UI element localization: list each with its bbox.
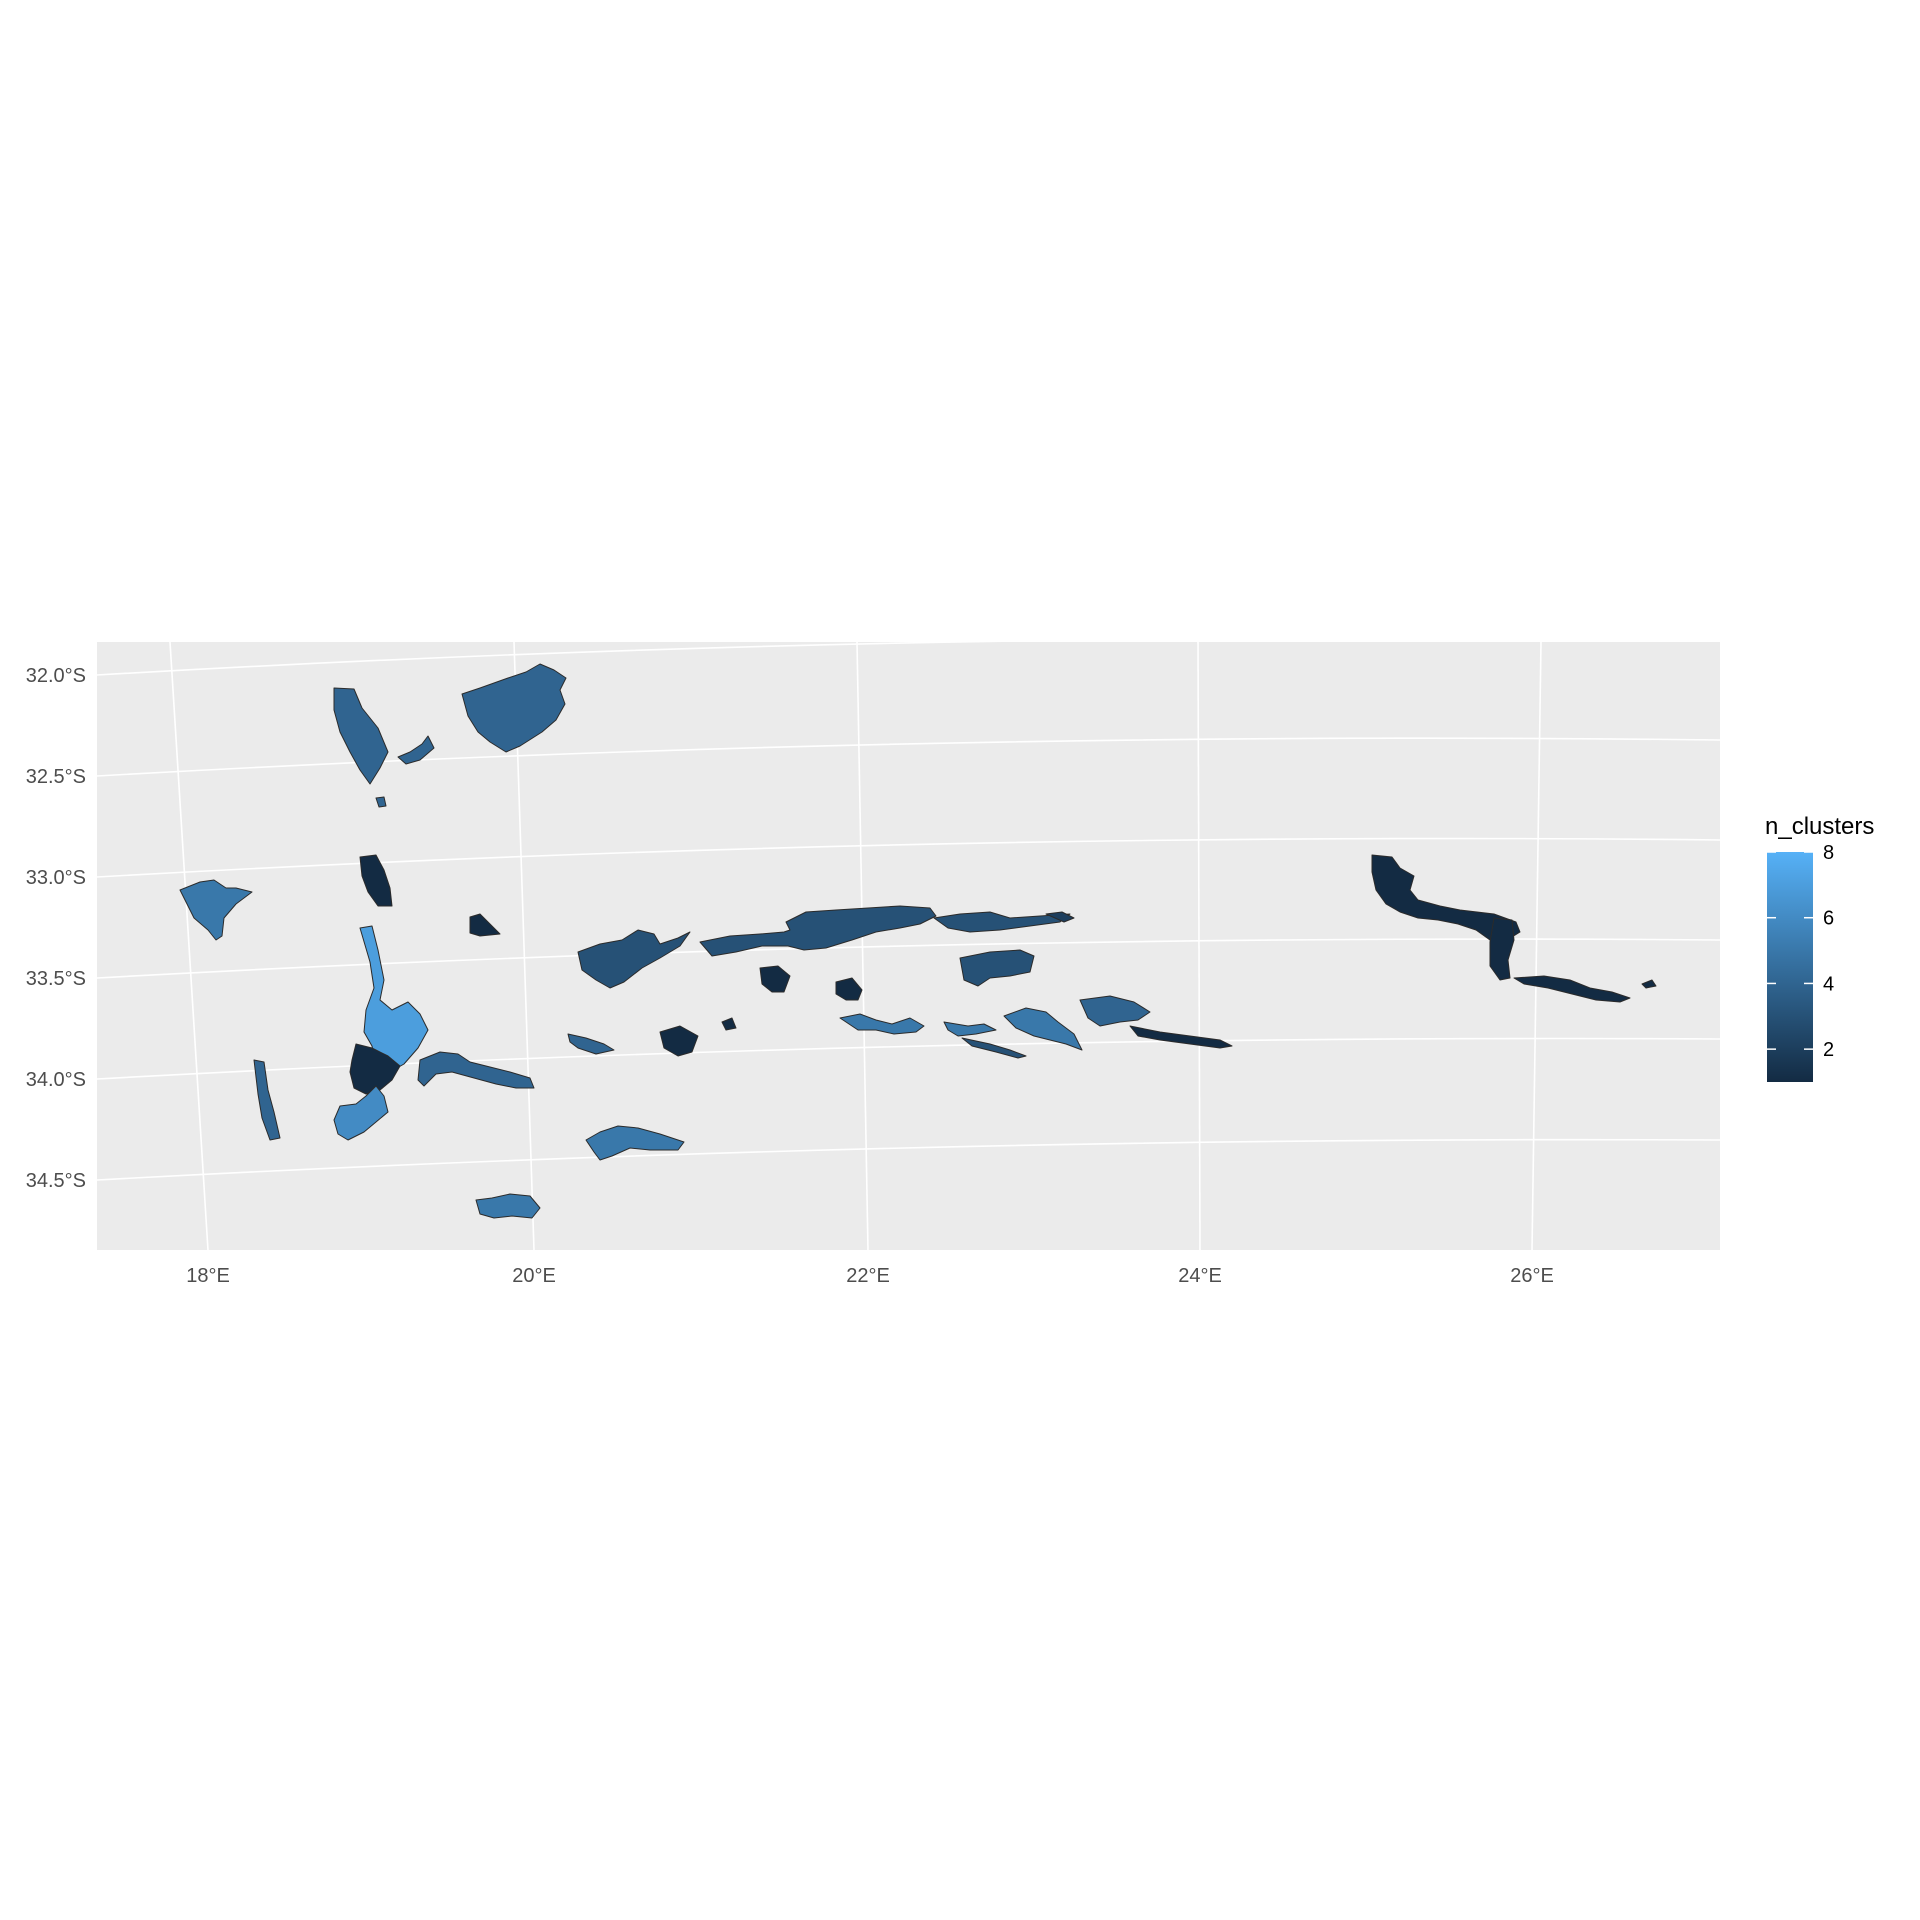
region-polygon	[397, 735, 435, 765]
region-polygon	[1513, 975, 1631, 1003]
graticule-line	[96, 938, 1721, 979]
x-axis: 18°E 20°E 22°E 24°E 26°E	[186, 1265, 1554, 1287]
graticule-line	[96, 637, 1721, 676]
region-polygon	[1045, 911, 1075, 923]
region-polygon	[179, 879, 253, 941]
region-polygon	[359, 925, 429, 1073]
graticule-line	[96, 737, 1721, 777]
graticule-line	[96, 1138, 1721, 1181]
region-polygon	[1641, 979, 1657, 989]
region-polygon	[333, 687, 389, 785]
x-tick-label: 18°E	[186, 1265, 230, 1287]
region-polygon	[961, 1037, 1027, 1059]
region-polygon	[417, 1051, 535, 1089]
region-polygon	[759, 965, 791, 993]
region-polygon	[469, 913, 501, 937]
graticule-line	[1531, 641, 1542, 1251]
region-layer	[179, 663, 1657, 1219]
region-polygon	[375, 796, 387, 808]
graticule	[96, 637, 1721, 1251]
graticule-line	[96, 1037, 1721, 1080]
y-tick-label: 32.0°S	[26, 665, 86, 687]
region-polygon	[721, 1017, 737, 1031]
region-polygon	[359, 854, 393, 907]
legend-break-label: 8	[1823, 842, 1834, 864]
region-polygon	[333, 1085, 389, 1141]
y-tick-label: 34.0°S	[26, 1069, 86, 1091]
legend-breaks: 2 4 6 8	[1767, 842, 1834, 1061]
legend-break-label: 4	[1823, 973, 1834, 995]
y-tick-label: 32.5°S	[26, 766, 86, 788]
region-polygon	[253, 1059, 281, 1141]
legend-break-label: 2	[1823, 1039, 1834, 1061]
y-tick-label: 34.5°S	[26, 1170, 86, 1192]
legend-title: n_clusters	[1765, 813, 1874, 840]
region-polygon	[585, 1125, 685, 1161]
x-tick-label: 24°E	[1178, 1265, 1222, 1287]
region-polygon	[1129, 1025, 1233, 1049]
region-polygon	[475, 1193, 541, 1219]
y-axis: 32.0°S 32.5°S 33.0°S 33.5°S 34.0°S 34.5°…	[26, 665, 86, 1192]
graticule-line	[96, 837, 1721, 878]
graticule-line	[169, 641, 209, 1251]
region-polygon	[1079, 995, 1151, 1027]
region-polygon	[659, 1025, 699, 1057]
graticule-line	[1197, 641, 1201, 1251]
region-polygon	[567, 1033, 615, 1055]
x-tick-label: 26°E	[1510, 1265, 1554, 1287]
region-polygon	[943, 1021, 997, 1037]
region-polygon	[349, 1043, 401, 1095]
y-tick-label: 33.0°S	[26, 867, 86, 889]
y-tick-label: 33.5°S	[26, 968, 86, 990]
region-polygon	[699, 905, 937, 957]
region-polygon	[1489, 917, 1515, 981]
legend-colorbar	[1767, 852, 1813, 1082]
x-tick-label: 20°E	[512, 1265, 556, 1287]
region-polygon	[577, 929, 691, 989]
region-polygon	[959, 949, 1035, 987]
x-tick-label: 22°E	[846, 1265, 890, 1287]
region-polygon	[1003, 1007, 1083, 1051]
region-polygon	[835, 977, 863, 1001]
region-polygon	[461, 663, 567, 753]
legend-break-label: 6	[1823, 908, 1834, 930]
region-polygon	[839, 1013, 925, 1035]
legend: n_clusters 2 4 6 8	[1765, 813, 1874, 1082]
